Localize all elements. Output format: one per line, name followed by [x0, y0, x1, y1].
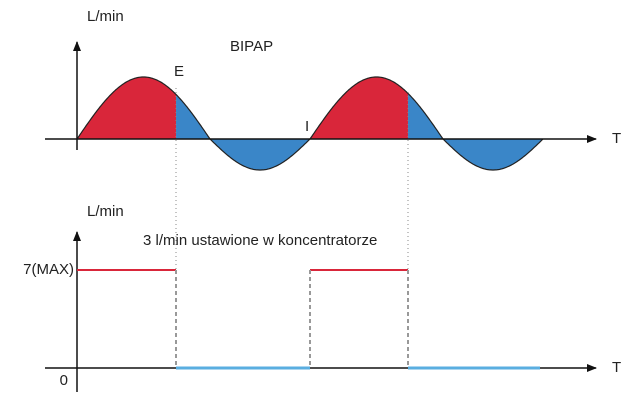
point-label: I — [305, 118, 309, 135]
wave-area — [176, 94, 310, 170]
wave-area — [310, 77, 408, 139]
wave-line — [76, 76, 311, 171]
flow-wave — [76, 76, 544, 171]
title: BIPAP — [230, 38, 273, 55]
max-label: 7(MAX) — [23, 261, 74, 278]
note: 3 l/min ustawione w koncentratorze — [143, 232, 377, 249]
wave-area — [408, 93, 543, 170]
wave-line — [309, 76, 544, 171]
wave-area — [77, 77, 176, 139]
x-label: T — [612, 359, 621, 376]
zero-label: 0 — [60, 372, 68, 389]
y-label: L/min — [87, 203, 124, 220]
y-label: L/min — [87, 8, 124, 25]
x-label: T — [612, 130, 621, 147]
point-label: E — [174, 63, 184, 80]
